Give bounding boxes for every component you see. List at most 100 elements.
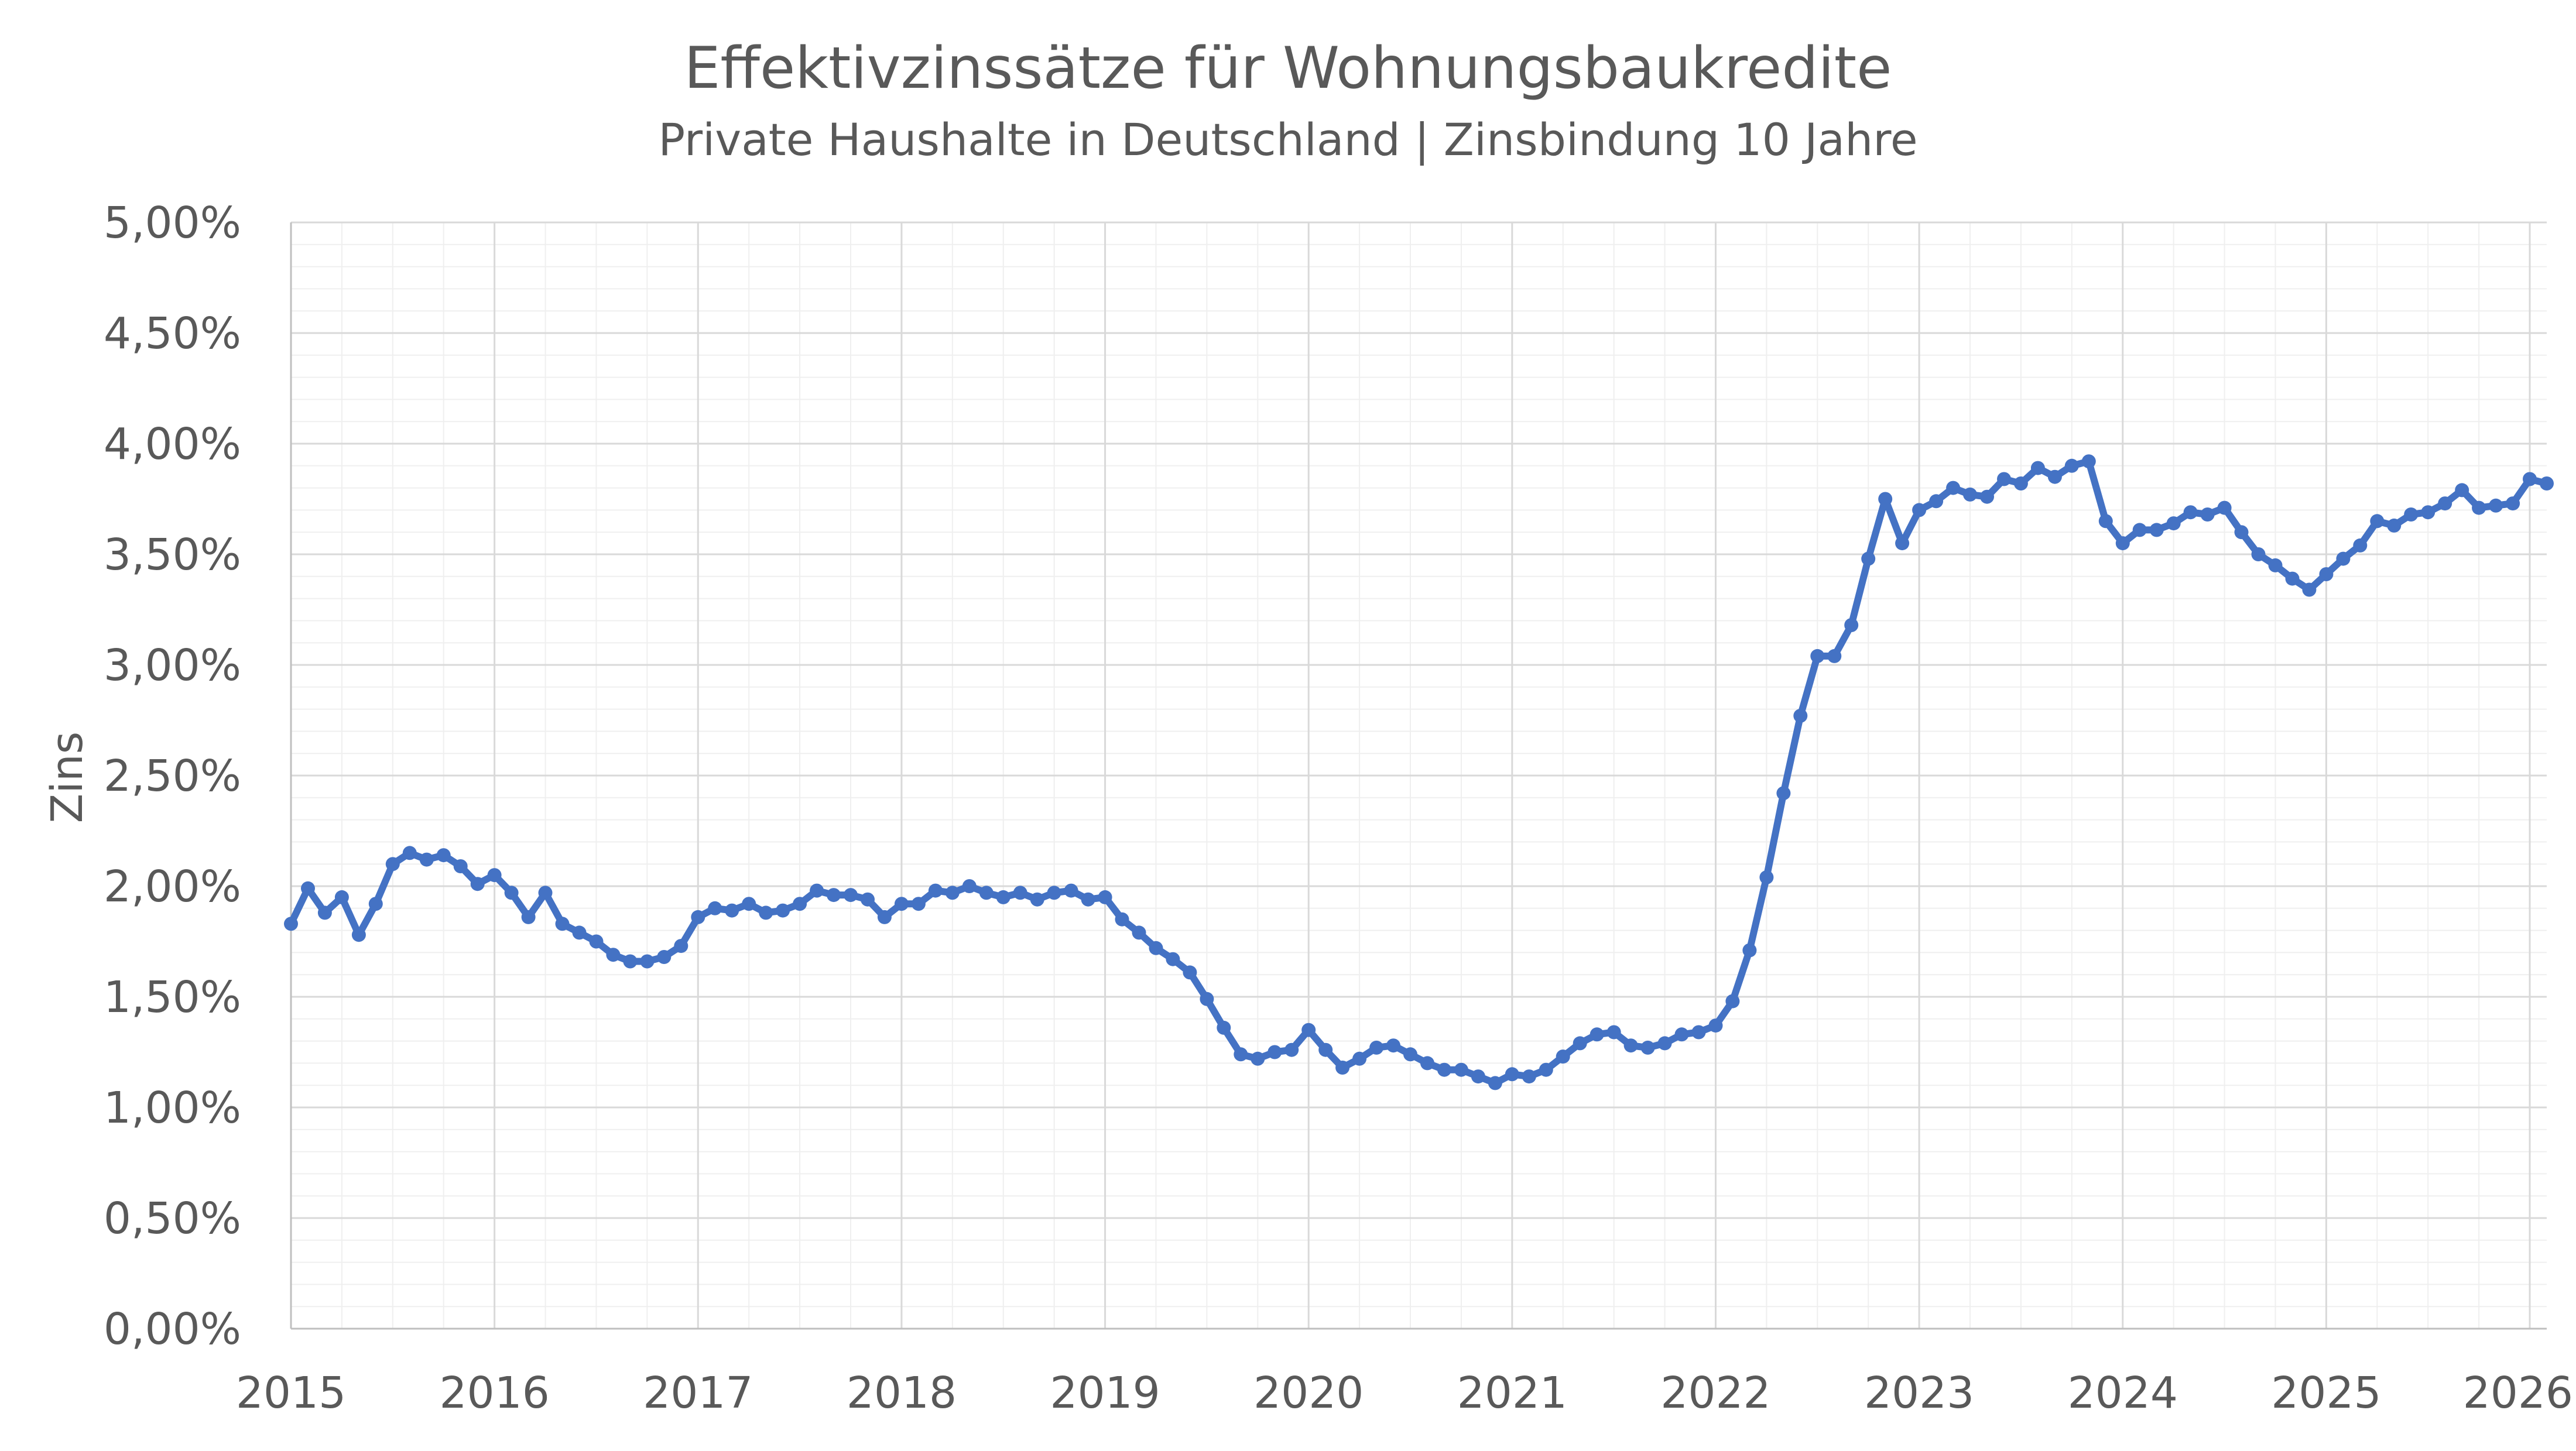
data-point — [2268, 558, 2283, 572]
data-point — [1183, 965, 1197, 980]
data-point — [2319, 567, 2334, 581]
chart-title: Effektivzinssätze für Wohnungsbaukredite — [684, 35, 1892, 102]
data-point — [1166, 952, 1180, 966]
data-point — [1132, 925, 1146, 940]
axes — [290, 222, 2547, 1330]
data-point — [2438, 496, 2452, 511]
data-point — [2047, 469, 2062, 484]
data-point — [2251, 547, 2266, 561]
data-point — [1403, 1047, 1417, 1062]
data-point — [2353, 538, 2368, 553]
y-tick-label: 0,50% — [104, 1193, 241, 1244]
x-tick-label: 2026 — [2463, 1368, 2573, 1418]
data-point — [2421, 505, 2435, 520]
y-tick-label: 3,00% — [104, 640, 241, 691]
data-point — [1234, 1047, 1248, 1062]
data-point — [1454, 1062, 1468, 1077]
chart-subtitle: Private Haushalte in Deutschland | Zinsb… — [658, 114, 1917, 166]
x-tick-label: 2021 — [1457, 1368, 1567, 1418]
data-point — [1301, 1023, 1316, 1037]
data-point — [1013, 886, 1027, 900]
x-tick-label: 2023 — [1864, 1368, 1974, 1418]
data-point — [470, 877, 485, 891]
y-tick-label: 1,50% — [104, 972, 241, 1023]
data-point — [1573, 1036, 1587, 1051]
data-point — [1217, 1020, 1231, 1035]
data-point — [589, 934, 604, 949]
data-point — [402, 846, 417, 860]
y-tick-label: 1,00% — [104, 1083, 241, 1133]
data-point — [2506, 496, 2520, 511]
data-point — [1623, 1038, 1638, 1053]
data-point — [1505, 1067, 1519, 1082]
y-tick-label: 4,50% — [104, 308, 241, 359]
data-point — [945, 886, 960, 900]
data-point — [1030, 892, 1044, 907]
data-point — [2200, 507, 2215, 522]
data-point — [844, 888, 858, 903]
data-point — [1810, 649, 1825, 663]
data-point — [1742, 943, 1757, 958]
data-point — [1081, 892, 1095, 907]
data-point — [2149, 523, 2164, 537]
data-point — [2285, 571, 2300, 586]
data-point — [996, 890, 1010, 904]
x-tick-label: 2024 — [2068, 1368, 2178, 1418]
y-tick-label: 0,00% — [104, 1304, 241, 1354]
data-point — [1268, 1045, 1282, 1059]
data-point — [793, 897, 807, 911]
data-point — [1793, 708, 1808, 723]
data-point — [351, 928, 366, 942]
data-point — [1149, 941, 1163, 955]
data-point — [1047, 886, 1061, 900]
data-point — [810, 883, 824, 898]
data-point — [487, 868, 502, 883]
data-point — [2064, 458, 2079, 473]
data-point — [1691, 1025, 1706, 1040]
data-point — [1912, 503, 1927, 517]
data-point — [1946, 481, 1961, 495]
data-point — [759, 905, 773, 920]
data-point — [861, 892, 875, 907]
y-tick-label: 2,00% — [104, 862, 241, 912]
y-tick-label: 4,00% — [104, 419, 241, 469]
data-point — [1657, 1036, 1672, 1051]
data-point — [1895, 536, 1910, 551]
data-point — [1708, 1018, 1723, 1033]
data-point — [2336, 551, 2351, 566]
data-point — [742, 897, 756, 911]
data-point — [1064, 883, 1078, 898]
data-point — [2030, 461, 2045, 475]
data-point — [1674, 1027, 1689, 1042]
data-point — [776, 903, 790, 918]
data-point — [1352, 1051, 1367, 1066]
y-axis-title: Zins — [42, 732, 93, 824]
data-point — [1200, 992, 1214, 1006]
data-point — [657, 950, 672, 964]
data-point — [708, 901, 722, 915]
y-tick-label: 2,50% — [104, 751, 241, 801]
data-point — [436, 848, 451, 863]
x-tick-label: 2015 — [236, 1368, 346, 1418]
data-point — [2217, 500, 2232, 515]
data-point — [1437, 1062, 1451, 1077]
data-point — [911, 897, 926, 911]
data-point — [1929, 494, 1944, 509]
data-point — [1827, 649, 1842, 663]
data-point — [1776, 786, 1791, 801]
data-point — [538, 886, 553, 900]
data-point — [1606, 1025, 1621, 1040]
data-point — [1725, 994, 1740, 1009]
data-point — [1640, 1040, 1655, 1055]
data-point — [1844, 618, 1859, 632]
data-point — [1369, 1040, 1384, 1055]
data-point — [1386, 1038, 1400, 1053]
data-point — [2132, 523, 2147, 537]
x-tick-label: 2016 — [439, 1368, 549, 1418]
data-point — [2234, 525, 2249, 540]
data-point — [2183, 505, 2198, 520]
series-group — [284, 454, 2554, 1090]
data-point — [1251, 1051, 1265, 1066]
data-point — [2455, 483, 2469, 498]
data-point — [521, 910, 536, 924]
